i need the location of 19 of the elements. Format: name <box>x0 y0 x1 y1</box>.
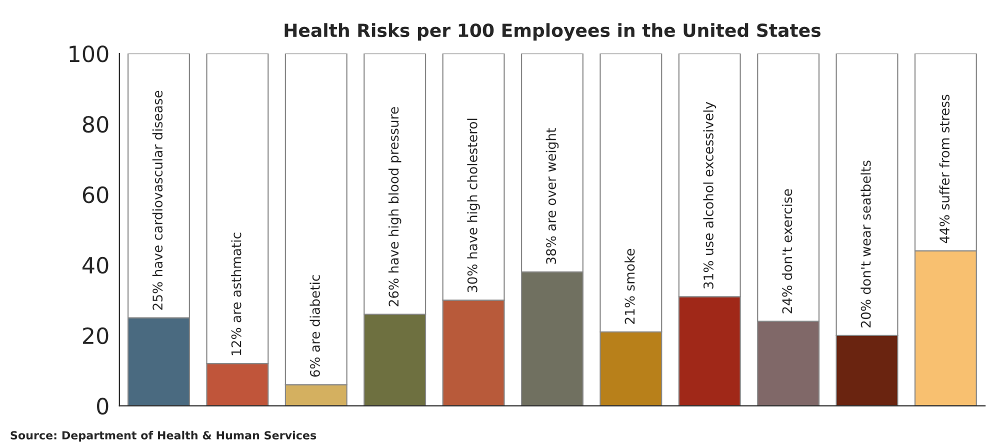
annotation: 6% are diabetic <box>310 275 320 377</box>
y-tick-label: 0 <box>97 398 108 415</box>
annotation: 20% don't wear seatbelts <box>860 160 871 328</box>
annotation: 44% suffer from stress <box>939 94 950 244</box>
chart-title: Health Risks per 100 Employees in the United States <box>284 23 820 41</box>
y-tick-label: 100 <box>70 45 108 62</box>
source-note: Source: Department of Health & Human Services <box>10 430 316 442</box>
y-tick-label: 80 <box>82 116 108 133</box>
y-tick-label: 20 <box>83 327 108 344</box>
annotation: 12% are asthmatic <box>231 232 242 356</box>
annotation: 25% have cardiovascular disease <box>152 90 163 310</box>
y-tick-label: 40 <box>82 256 108 274</box>
y-tick-label: 60 <box>82 186 108 204</box>
annotation: 21% smoke <box>624 248 635 324</box>
annotation: 31% use alcohol excessively <box>703 102 716 289</box>
annotation: 24% don't exercise <box>782 189 792 314</box>
annotation: 30% have high cholesterol <box>467 118 480 292</box>
annotation: 38% are over weight <box>546 128 559 264</box>
annotation: 26% have high blood pressure <box>388 107 402 306</box>
